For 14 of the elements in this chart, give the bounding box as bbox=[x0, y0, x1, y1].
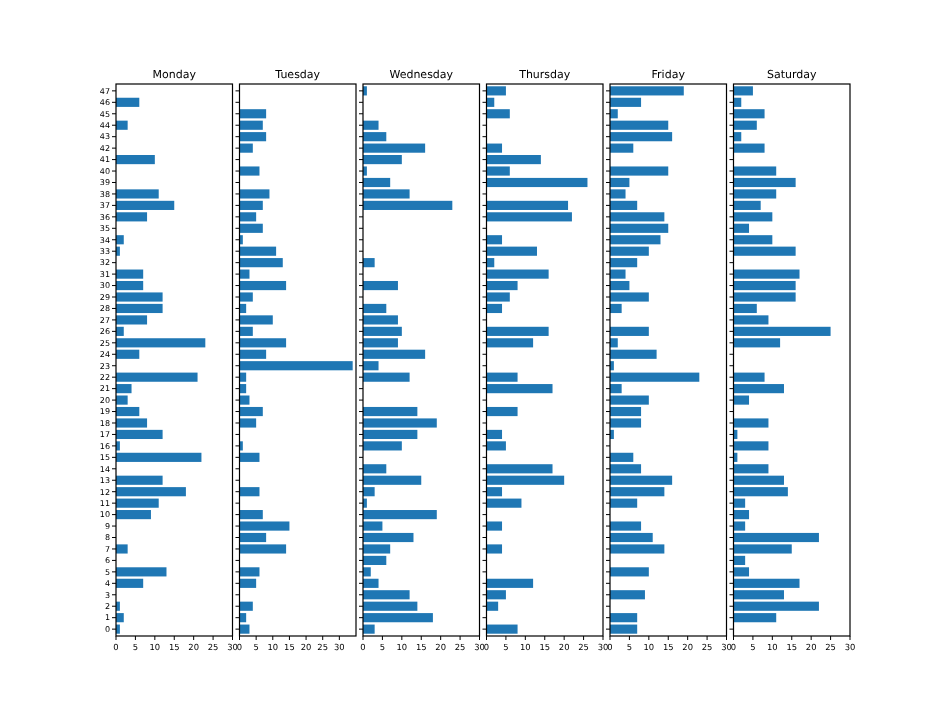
bar bbox=[116, 120, 128, 130]
bar bbox=[239, 166, 260, 176]
bar bbox=[116, 97, 140, 107]
bar bbox=[486, 406, 518, 417]
bar bbox=[239, 487, 260, 497]
bar bbox=[486, 521, 503, 531]
bar bbox=[610, 590, 645, 600]
bar bbox=[610, 567, 649, 577]
bar bbox=[116, 544, 128, 554]
bar bbox=[486, 544, 503, 554]
bar bbox=[363, 280, 398, 291]
bar bbox=[116, 155, 155, 165]
bar bbox=[363, 258, 375, 268]
bar bbox=[486, 624, 518, 634]
